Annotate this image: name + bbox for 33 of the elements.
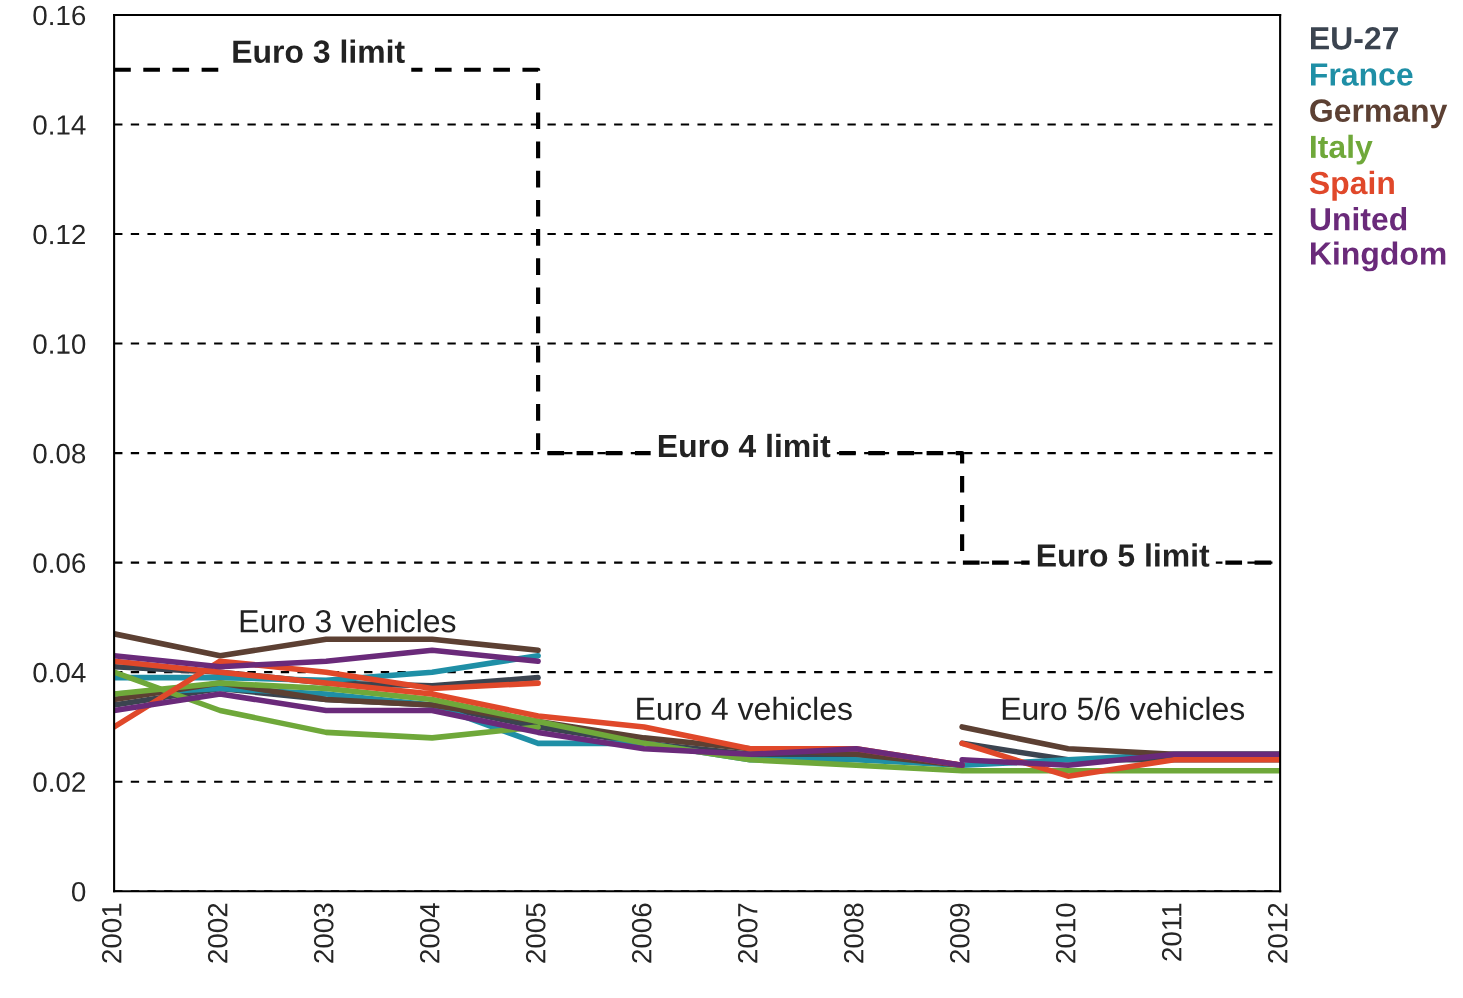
y-tick-label: 0.04 — [33, 662, 86, 683]
x-tick-label: 2010 — [1055, 903, 1076, 963]
y-tick-label: 0.08 — [33, 443, 86, 464]
x-tick-label: 2004 — [419, 903, 440, 963]
text: Spain — [1309, 170, 1394, 201]
y-tick-label: 0.06 — [33, 553, 86, 573]
y-tick-label: 0.14 — [33, 115, 86, 135]
x-tick-label: 2005 — [525, 903, 546, 963]
text: United Kingdom — [1310, 207, 1446, 272]
x-tick-label: 2002 — [207, 903, 228, 963]
annotation: Euro 3 vehicles — [240, 609, 456, 633]
x-tick-label: 2006 — [631, 903, 652, 963]
y-tick-label: 0.10 — [33, 334, 86, 354]
x-tick-label: 2007 — [737, 903, 758, 963]
y-tick-label: 0.16 — [33, 5, 86, 26]
x-tick-label: 2011 — [1161, 903, 1182, 961]
text: EU-27 — [1311, 27, 1399, 50]
x-tick-label: 2009 — [949, 903, 970, 963]
x-tick-label: 2003 — [313, 903, 334, 963]
annotation: Euro 5/6 vehicles — [1002, 696, 1245, 721]
annotation: Euro 4 vehicles — [637, 696, 852, 721]
text: France — [1311, 63, 1413, 86]
y-tick-label: 0.12 — [33, 224, 85, 245]
text: Italy — [1311, 134, 1373, 165]
annotation: Euro 5 limit — [1037, 543, 1210, 567]
x-tick-label: 2012 — [1267, 903, 1288, 963]
annotation: Euro 4 limit — [658, 433, 831, 458]
x-tick-label: 2001 — [101, 903, 122, 963]
x-tick-label: 2008 — [843, 903, 864, 963]
y-tick-label: 0 — [71, 881, 86, 902]
y-tick-label: 0.02 — [33, 772, 85, 793]
annotation: Euro 3 limit — [233, 39, 405, 64]
text: Germany — [1310, 99, 1448, 129]
